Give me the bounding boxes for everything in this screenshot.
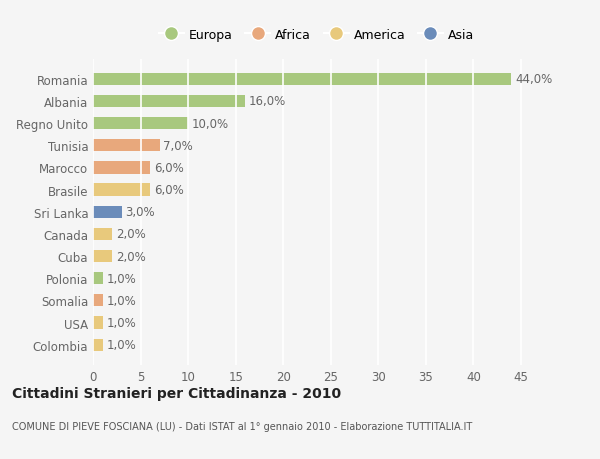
Text: 1,0%: 1,0% (106, 338, 136, 352)
Bar (93, 206, 122, 218)
Legend: Europa, Africa, America, Asia: Europa, Africa, America, Asia (157, 26, 476, 44)
Bar (93, 228, 112, 241)
Text: 1,0%: 1,0% (106, 316, 136, 329)
Bar (93, 339, 103, 351)
Text: 1,0%: 1,0% (106, 294, 136, 307)
Text: 16,0%: 16,0% (249, 95, 286, 108)
Text: 7,0%: 7,0% (163, 140, 193, 152)
Bar (93, 140, 160, 152)
Text: 44,0%: 44,0% (515, 73, 553, 86)
Bar (93, 295, 103, 307)
Text: Cittadini Stranieri per Cittadinanza - 2010: Cittadini Stranieri per Cittadinanza - 2… (12, 386, 341, 400)
Bar (93, 184, 150, 196)
Bar (93, 73, 511, 86)
Bar (93, 273, 103, 285)
Bar (93, 118, 188, 130)
Bar (93, 251, 112, 263)
Bar (93, 317, 103, 329)
Text: 6,0%: 6,0% (154, 184, 184, 196)
Text: 6,0%: 6,0% (154, 162, 184, 174)
Text: 3,0%: 3,0% (125, 206, 155, 219)
Text: COMUNE DI PIEVE FOSCIANA (LU) - Dati ISTAT al 1° gennaio 2010 - Elaborazione TUT: COMUNE DI PIEVE FOSCIANA (LU) - Dati IST… (12, 421, 472, 431)
Bar (93, 162, 150, 174)
Text: 1,0%: 1,0% (106, 272, 136, 285)
Bar (93, 95, 245, 108)
Text: 10,0%: 10,0% (192, 118, 229, 130)
Text: 2,0%: 2,0% (116, 228, 146, 241)
Text: 2,0%: 2,0% (116, 250, 146, 263)
